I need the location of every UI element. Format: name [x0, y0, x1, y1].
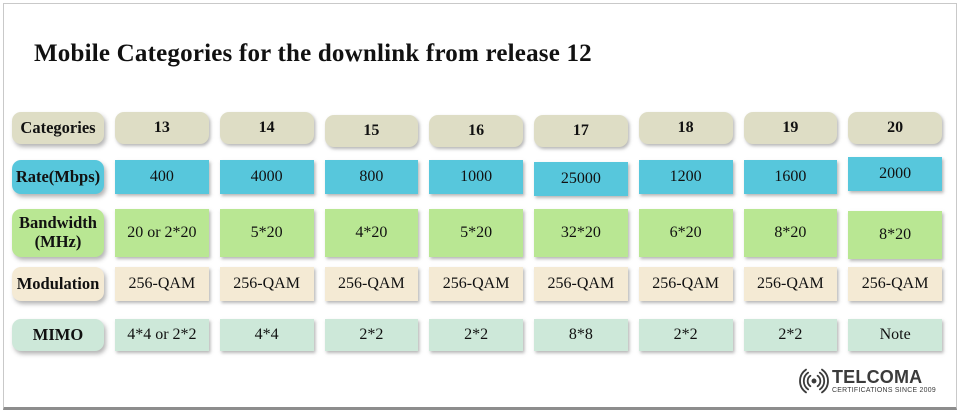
modulation-cell: 256-QAM — [115, 267, 209, 301]
modulation-cell: 256-QAM — [324, 267, 419, 301]
row-label-categories: Categories — [12, 112, 104, 144]
category-cell: 17 — [534, 115, 628, 147]
rate-cell: 25000 — [534, 162, 628, 196]
bandwidth-cell: 5*20 — [219, 209, 314, 257]
bandwidth-cell: 4*20 — [324, 209, 419, 257]
row-label-mimo: MIMO — [12, 319, 104, 351]
table-row-rate: Rate(Mbps) 400 4000 800 1000 25000 1200 … — [12, 157, 942, 196]
signal-waves-icon — [799, 368, 829, 394]
rate-cell: 1600 — [743, 160, 838, 194]
category-cell: 19 — [743, 112, 838, 144]
row-label-rate: Rate(Mbps) — [12, 160, 104, 194]
slide: Mobile Categories for the downlink from … — [3, 3, 957, 410]
category-cell: 20 — [848, 112, 942, 144]
logo-name: TELCOMA — [831, 366, 923, 387]
row-label-bandwidth: Bandwidth (MHz) — [12, 209, 104, 257]
mimo-cell: 2*2 — [429, 319, 523, 351]
mimo-cell: Note — [848, 319, 942, 351]
rate-cell: 4000 — [219, 160, 314, 194]
mimo-cell: 2*2 — [324, 319, 419, 351]
bandwidth-cell: 32*20 — [534, 209, 628, 257]
table-row-bandwidth: Bandwidth (MHz) 20 or 2*20 5*20 4*20 5*2… — [12, 209, 942, 259]
bandwidth-cell: 20 or 2*20 — [115, 209, 209, 257]
modulation-cell: 256-QAM — [534, 267, 628, 301]
rate-cell: 2000 — [848, 157, 942, 191]
mimo-cell: 4*4 — [219, 319, 314, 351]
mimo-cell: 2*2 — [743, 319, 838, 351]
modulation-cell: 256-QAM — [848, 267, 942, 301]
bandwidth-cell: 5*20 — [429, 209, 523, 257]
bandwidth-cell: 8*20 — [743, 209, 838, 257]
modulation-cell: 256-QAM — [638, 267, 733, 301]
bandwidth-cell: 6*20 — [638, 209, 733, 257]
rate-cell: 400 — [115, 160, 209, 194]
category-cell: 13 — [115, 112, 209, 144]
row-label-modulation: Modulation — [12, 267, 104, 301]
category-cell: 14 — [219, 112, 314, 144]
logo-text: TELCOMA CERTIFICATIONS SINCE 2009 — [831, 366, 936, 394]
bandwidth-cell: 8*20 — [848, 211, 942, 259]
mimo-cell: 8*8 — [534, 319, 628, 351]
modulation-cell: 256-QAM — [219, 267, 314, 301]
mobile-categories-table: Categories 13 14 15 16 17 18 19 20 Rate(… — [12, 112, 946, 351]
table-row-categories: Categories 13 14 15 16 17 18 19 20 — [12, 112, 942, 147]
modulation-cell: 256-QAM — [743, 267, 838, 301]
table-row-mimo: MIMO 4*4 or 2*2 4*4 2*2 2*2 8*8 2*2 2*2 … — [12, 319, 942, 351]
mimo-cell: 4*4 or 2*2 — [115, 319, 209, 351]
rate-cell: 1000 — [429, 160, 523, 194]
telcoma-logo: TELCOMA CERTIFICATIONS SINCE 2009 — [798, 365, 936, 397]
table-row-modulation: Modulation 256-QAM 256-QAM 256-QAM 256-Q… — [12, 267, 942, 301]
category-cell: 16 — [429, 115, 523, 147]
slide-title: Mobile Categories for the downlink from … — [34, 40, 592, 67]
rate-cell: 800 — [324, 160, 419, 194]
logo-tagline: CERTIFICATIONS SINCE 2009 — [831, 386, 936, 394]
mimo-cell: 2*2 — [638, 319, 733, 351]
modulation-cell: 256-QAM — [429, 267, 523, 301]
rate-cell: 1200 — [638, 160, 733, 194]
category-cell: 18 — [638, 112, 733, 144]
category-cell: 15 — [324, 115, 419, 147]
